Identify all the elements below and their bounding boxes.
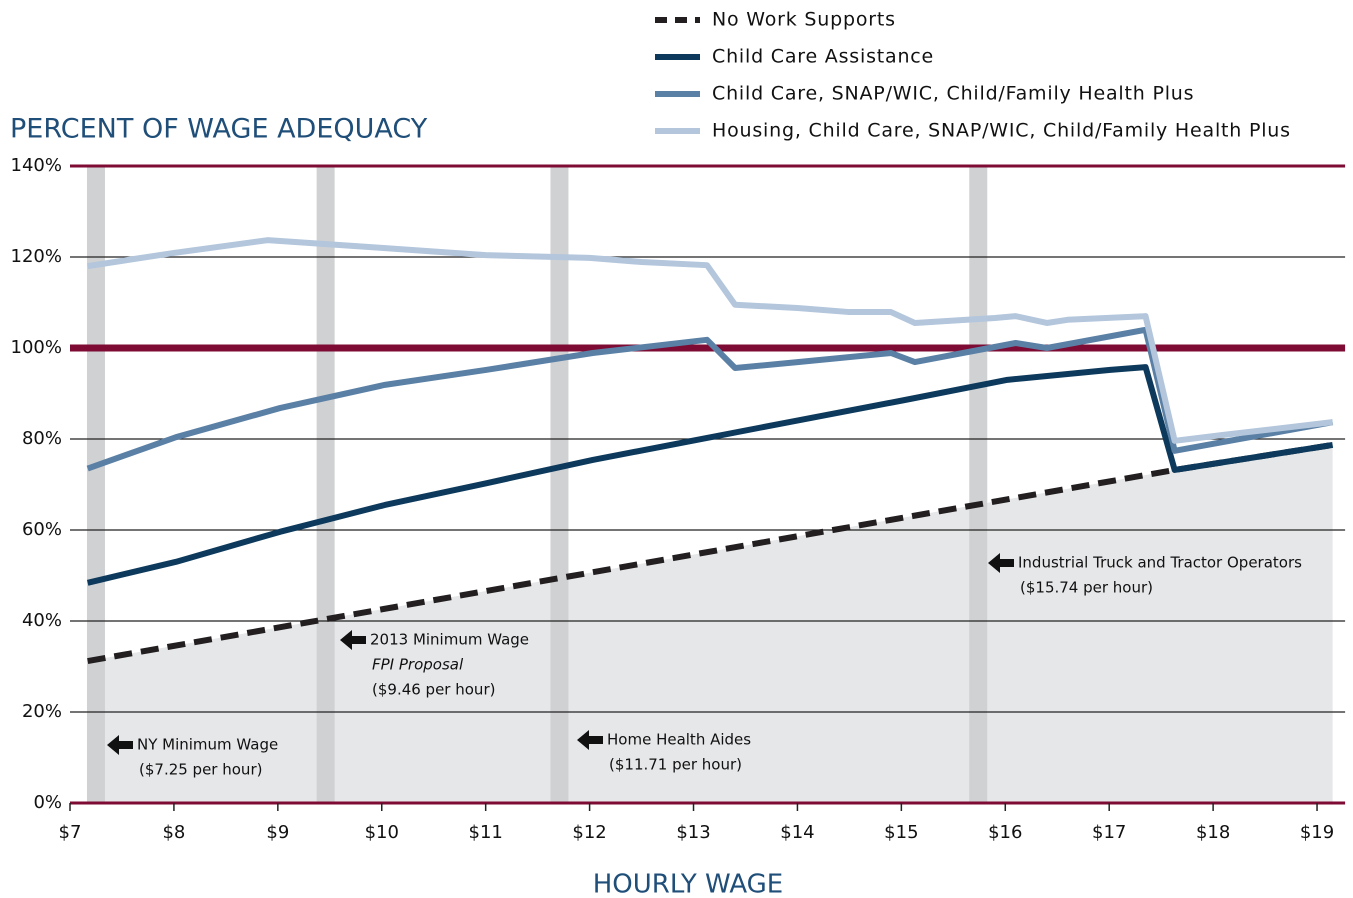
annotation-text: Home Health Aides xyxy=(607,731,751,749)
x-tick-label: $8 xyxy=(162,822,185,843)
chart-title: PERCENT OF WAGE ADEQUACY xyxy=(10,114,428,145)
marker-band xyxy=(969,166,988,803)
x-tick-label: $12 xyxy=(572,822,606,843)
annotation-text: 2013 Minimum Wage xyxy=(370,631,529,649)
annotation-text: FPI Proposal xyxy=(372,656,464,674)
y-tick-label: 120% xyxy=(11,246,62,267)
x-tick-label: $17 xyxy=(1092,822,1126,843)
annotation-text: Industrial Truck and Tractor Operators xyxy=(1018,554,1302,572)
y-tick-label: 60% xyxy=(22,519,62,540)
line xyxy=(87,237,1333,444)
y-tick-label: 140% xyxy=(11,155,62,176)
annotation-text: ($9.46 per hour) xyxy=(372,681,495,699)
annotation-text: ($7.25 per hour) xyxy=(139,761,262,779)
legend-label: Child Care Assistance xyxy=(712,46,934,68)
y-tick-label: 20% xyxy=(22,701,62,722)
y-tick-label: 40% xyxy=(22,610,62,631)
annotation-text: ($11.71 per hour) xyxy=(609,756,742,774)
x-tick-label: $11 xyxy=(469,822,503,843)
x-tick-label: $7 xyxy=(59,822,82,843)
legend-label: No Work Supports xyxy=(712,9,896,31)
line xyxy=(87,441,1334,664)
x-tick-label: $14 xyxy=(780,822,814,843)
arrow xyxy=(340,630,366,650)
arrow xyxy=(107,735,133,755)
line xyxy=(86,364,1334,586)
line xyxy=(86,326,1334,472)
x-tick-label: $16 xyxy=(988,822,1022,843)
x-tick-label: $15 xyxy=(884,822,918,843)
x-tick-label: $10 xyxy=(365,822,399,843)
x-tick-label: $19 xyxy=(1300,822,1334,843)
area xyxy=(87,444,1333,803)
marker-band xyxy=(316,166,335,803)
marker-band xyxy=(86,166,105,803)
annotation-text: NY Minimum Wage xyxy=(137,736,278,754)
arrow xyxy=(988,553,1014,573)
legend-label: Child Care, SNAP/WIC, Child/Family Healt… xyxy=(712,83,1194,105)
y-tick-label: 80% xyxy=(22,428,62,449)
x-tick-label: $13 xyxy=(676,822,710,843)
arrow xyxy=(577,730,603,750)
y-tick-label: 0% xyxy=(33,792,62,813)
y-tick-label: 100% xyxy=(11,337,62,358)
marker-band xyxy=(550,166,569,803)
x-tick-label: $9 xyxy=(266,822,289,843)
x-tick-label: $18 xyxy=(1196,822,1230,843)
x-axis-label: HOURLY WAGE xyxy=(593,870,783,898)
legend-label: Housing, Child Care, SNAP/WIC, Child/Fam… xyxy=(712,120,1291,142)
annotation-text: ($15.74 per hour) xyxy=(1020,579,1153,597)
